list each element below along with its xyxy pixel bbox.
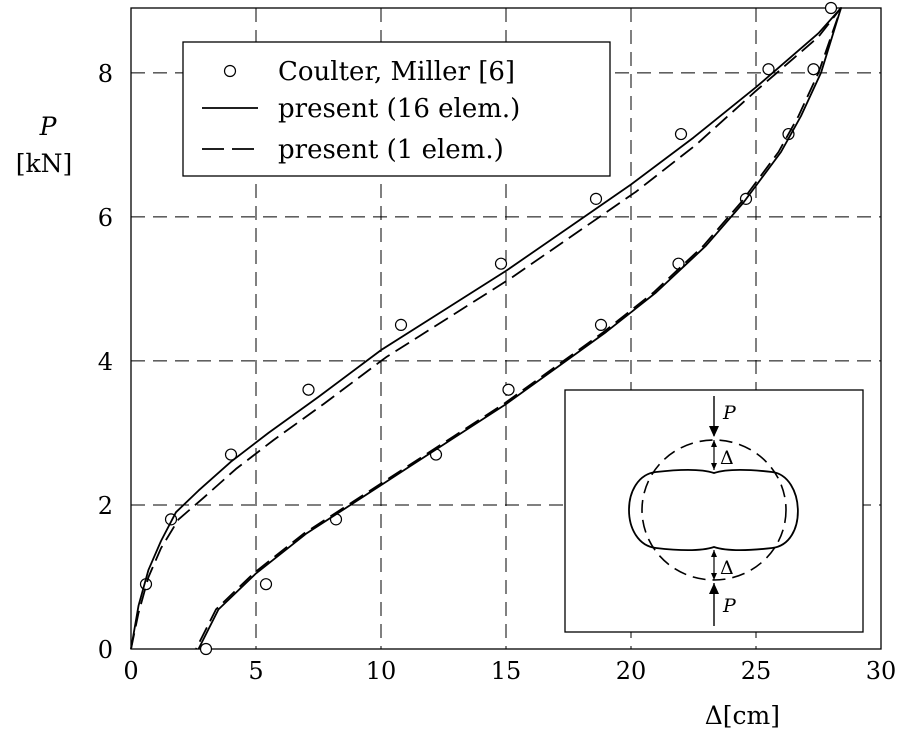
inset-displacement-head-top-up <box>711 440 717 447</box>
inset-displacement-head-bottom-down <box>711 573 717 580</box>
inset-displacement-label-bottom: Δ <box>720 557 734 579</box>
inset-displacement-head-top-down <box>711 463 717 470</box>
data-point <box>259 578 273 591</box>
y-tick-label: 0 <box>98 636 113 664</box>
x-tick-label: 30 <box>866 657 897 685</box>
x-tick-label: 10 <box>366 657 397 685</box>
series-16-elem-line <box>130 7 842 650</box>
data-point <box>807 63 820 76</box>
series-1-elem-line <box>130 7 842 650</box>
legend-label-16-elem: present (16 elem.) <box>278 94 520 124</box>
y-axis-label-symbol: P <box>39 112 58 141</box>
x-tick-label: 5 <box>248 657 263 685</box>
data-point <box>762 63 775 76</box>
legend-label-experimental: Coulter, Miller [6] <box>278 57 515 87</box>
x-tick-label: 15 <box>491 657 522 685</box>
legend-marker-experimental <box>223 64 237 78</box>
legend: Coulter, Miller [6] present (16 elem.) p… <box>182 41 611 177</box>
inset-load-arrowhead-top <box>709 426 719 437</box>
data-point <box>224 448 238 461</box>
plot-frame <box>130 7 882 650</box>
inset-load-label-bottom: P <box>722 595 737 617</box>
data-point <box>502 383 515 396</box>
inset-diagram: P Δ Δ P <box>564 389 864 633</box>
data-point <box>594 318 608 331</box>
y-tick-label: 4 <box>98 348 113 376</box>
legend-label-1-elem: present (1 elem.) <box>278 135 504 165</box>
x-tick-label: 20 <box>616 657 647 685</box>
data-point <box>199 642 213 656</box>
inset-displacement-label-top: Δ <box>720 447 734 469</box>
x-tick-label: 0 <box>123 657 138 685</box>
data-point <box>302 383 315 396</box>
data-point <box>589 192 603 205</box>
legend-box <box>182 41 611 177</box>
inset-displacement-head-bottom-up <box>711 550 717 557</box>
series-group <box>130 1 842 656</box>
data-point <box>674 127 688 141</box>
inset-load-arrowhead-bottom <box>709 583 719 594</box>
x-tick-label: 25 <box>741 657 772 685</box>
data-point <box>394 318 408 331</box>
y-tick-label: 2 <box>98 492 113 520</box>
y-tick-label: 6 <box>98 204 113 232</box>
x-axis-label: Δ[cm] <box>705 701 780 730</box>
data-point <box>824 1 838 15</box>
data-point <box>494 257 508 270</box>
y-axis-label-unit: [kN] <box>16 149 73 178</box>
axis-ticks: 0 5 10 15 20 25 30 0 2 4 6 8 <box>98 60 897 685</box>
inset-deformed-ring <box>628 468 799 552</box>
inset-load-label-top: P <box>722 402 737 424</box>
y-tick-label: 8 <box>98 60 113 88</box>
